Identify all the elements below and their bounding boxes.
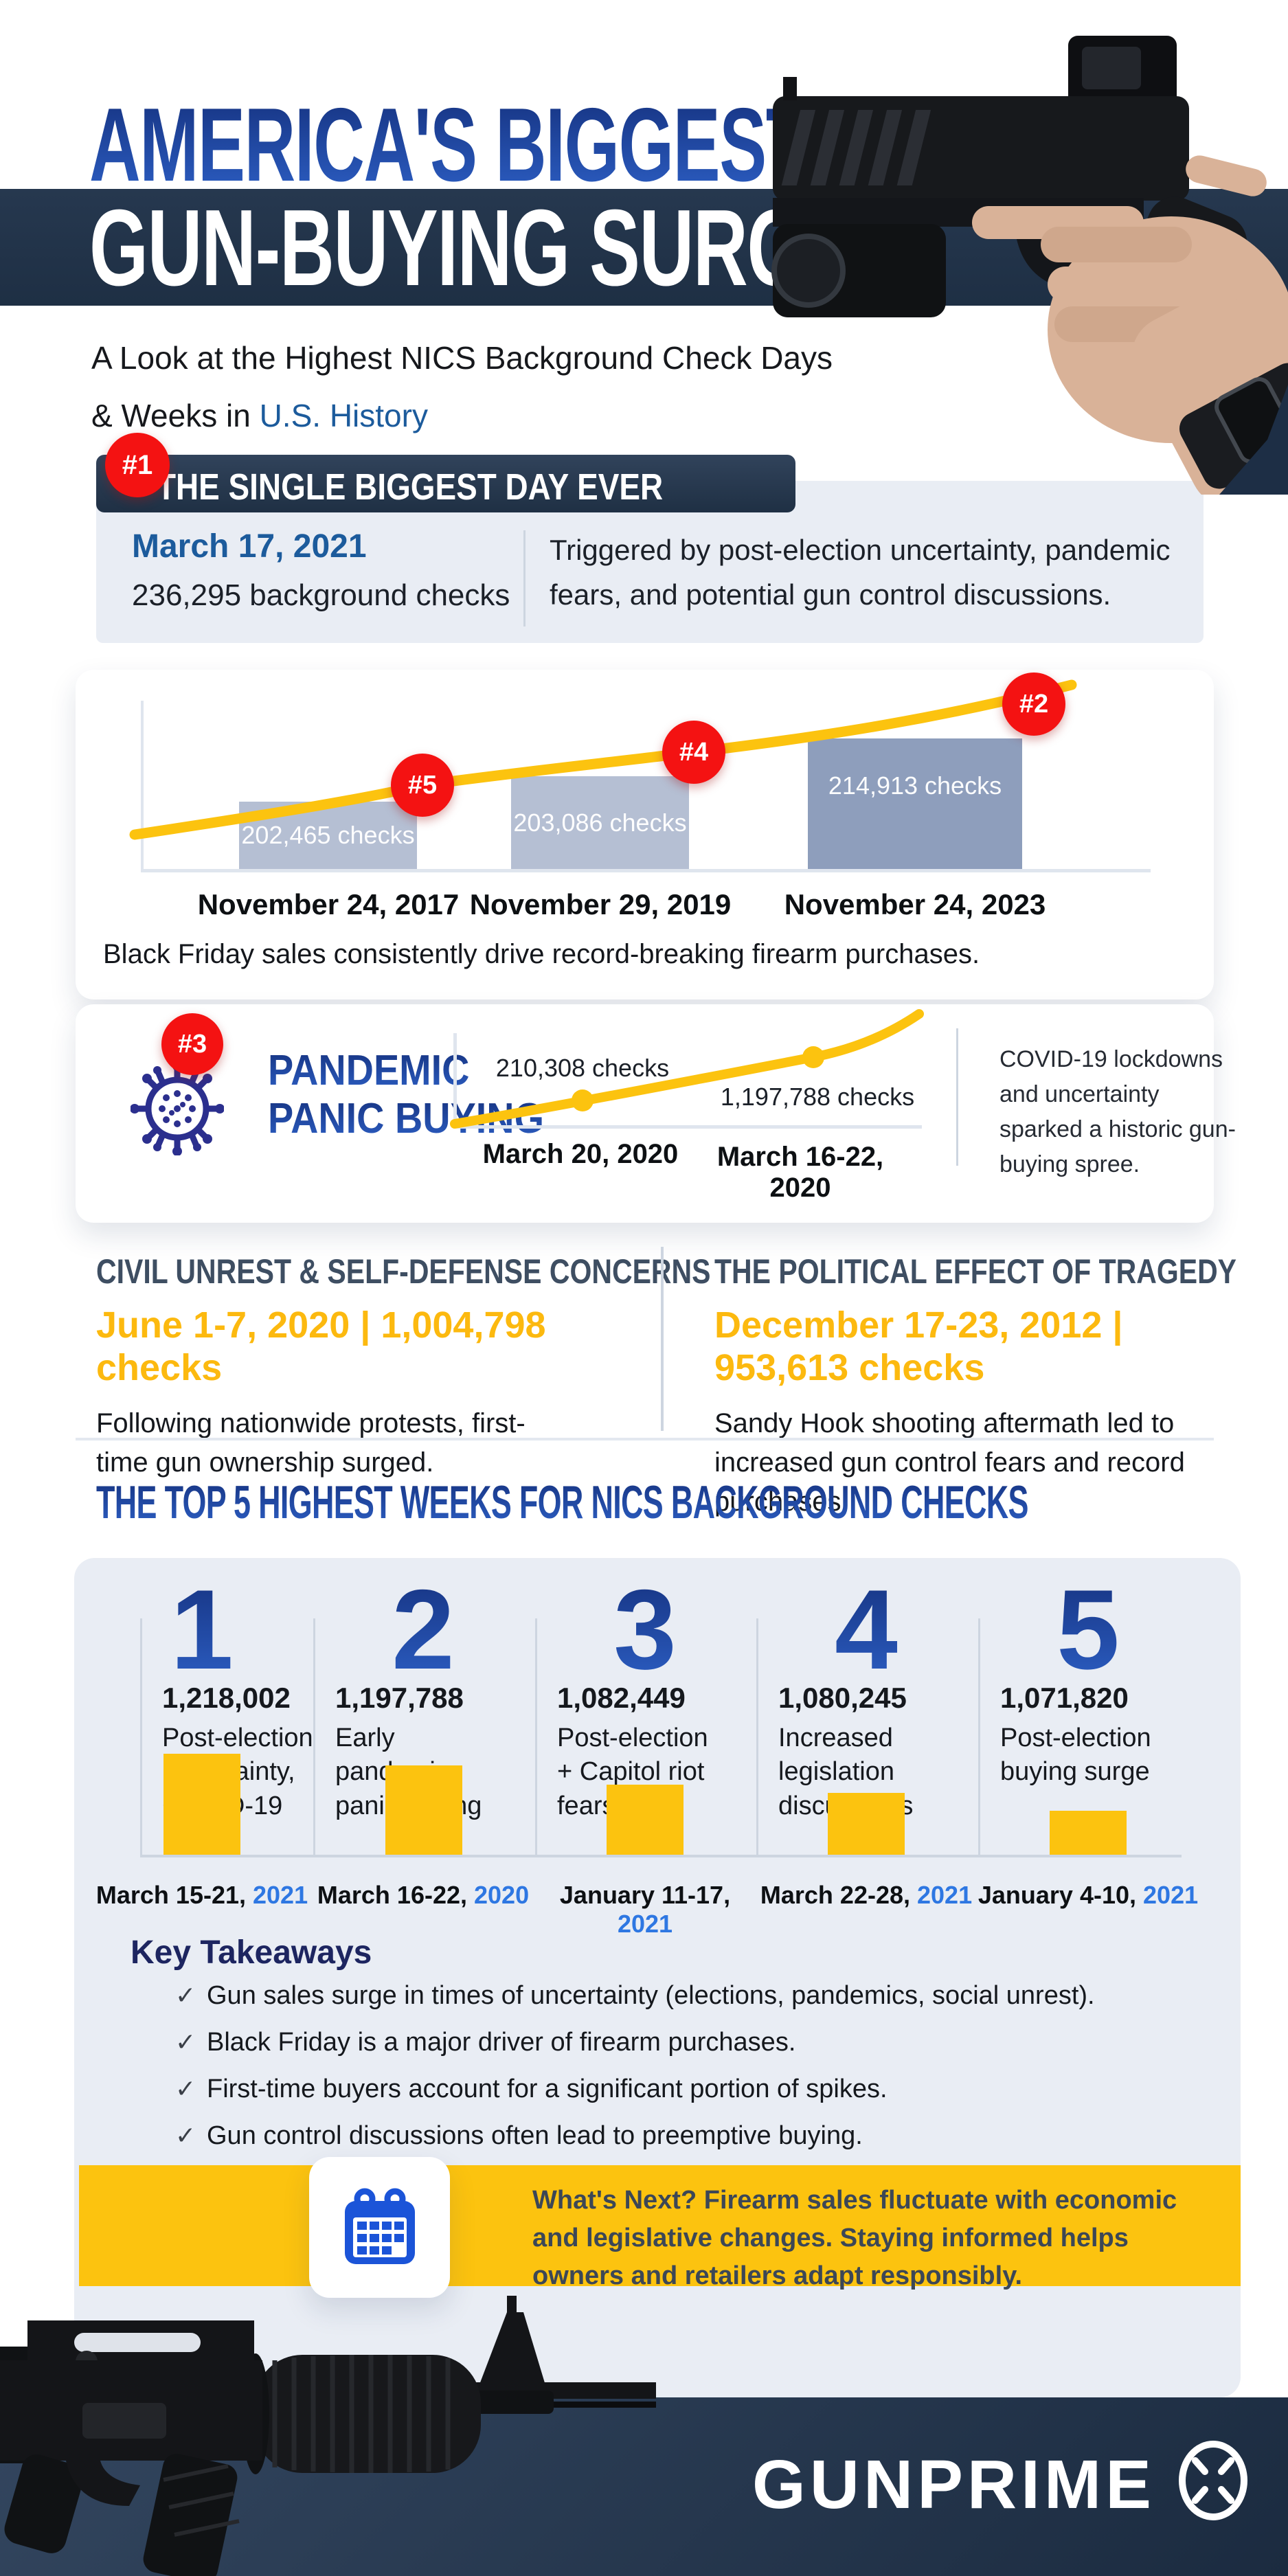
rank-4-badge: #4 — [662, 721, 725, 784]
subtitle-highlight: U.S. History — [259, 397, 428, 433]
top5-date: March 15-21, 2021 — [95, 1881, 308, 1909]
black-friday-card: 202,465 checks 203,086 checks 214,913 ch… — [76, 670, 1214, 999]
top5-label: Post-election + Capitol riot fears — [557, 1724, 708, 1820]
bar-date: November 24, 2017 — [197, 888, 460, 920]
bar-nov-2019: 203,086 checks — [511, 776, 689, 869]
check-icon: ✓ — [175, 2075, 196, 2103]
x-axis — [141, 869, 1151, 872]
point2-label: 1,197,788 checks — [720, 1083, 915, 1111]
top5-bar — [385, 1765, 462, 1855]
pistol-hand-photo — [771, 36, 1288, 495]
single-biggest-day-header-bar — [96, 455, 795, 512]
column-line — [756, 1618, 758, 1855]
takeaway-item: ✓ First-time buyers account for a signif… — [175, 2075, 888, 2103]
check-icon: ✓ — [175, 2028, 196, 2056]
biggest-day-date: March 17, 2021 — [132, 528, 367, 565]
top5-date: January 11-17, 2021 — [559, 1881, 731, 1938]
pandemic-card: #3 PANDEMIC PANIC BUYING 210,308 checks … — [76, 1004, 1236, 1223]
black-friday-caption: Black Friday sales consistently drive re… — [103, 939, 980, 969]
single-biggest-day-heading: THE SINGLE BIGGEST DAY EVER — [157, 466, 664, 508]
top5-label: Increased legislation discussions — [778, 1724, 913, 1820]
bar-value-label: 203,086 checks — [513, 808, 687, 837]
top5-bar — [1050, 1811, 1127, 1855]
rank-1-badge: #1 — [105, 433, 170, 497]
top5-label: Post-election buying surge — [1000, 1724, 1151, 1787]
rank-2-badge: #2 — [1002, 673, 1065, 736]
rank-number: 2 — [392, 1566, 455, 1693]
biggest-day-stat: 236,295 background checks — [132, 578, 510, 612]
rank-number: 5 — [1057, 1566, 1120, 1693]
event-tragedy: THE POLITICAL EFFECT OF TRAGEDY December… — [714, 1252, 1264, 1521]
takeaways-heading: Key Takeaways — [131, 1934, 372, 1971]
column-line — [140, 1618, 142, 1855]
section-divider — [76, 1438, 1214, 1440]
top5-stat: 1,197,788 — [335, 1682, 464, 1714]
bar-value-label: 202,465 checks — [241, 821, 415, 849]
top5-date: March 16-22, 2020 — [317, 1881, 530, 1909]
rank-number: 3 — [613, 1566, 677, 1693]
page-title-line1: AMERICA'S BIGGEST — [89, 87, 809, 203]
top5-bar — [163, 1754, 240, 1855]
takeaway-item: ✓ Gun control discussions often lead to … — [175, 2121, 863, 2150]
whats-next-text: What's Next? Firearm sales fluctuate wit… — [532, 2186, 1177, 2291]
pandemic-trend-line — [450, 1009, 924, 1129]
bar-date: November 24, 2023 — [784, 888, 1046, 920]
biggest-day-description: Triggered by post-election uncertainty, … — [550, 534, 1171, 611]
subtitle-text: A Look at the Highest NICS Background Ch… — [91, 340, 833, 433]
baseline — [140, 1855, 1182, 1857]
top5-stat: 1,218,002 — [162, 1682, 291, 1714]
point2-date: March 16-22, 2020 — [716, 1142, 884, 1203]
bar-date: November 29, 2019 — [469, 888, 732, 920]
rank-5-badge: #5 — [391, 754, 454, 817]
top5-stat: 1,082,449 — [557, 1682, 686, 1714]
y-axis — [141, 701, 144, 870]
top5-bar — [828, 1793, 905, 1855]
event-heading: THE POLITICAL EFFECT OF TRAGEDY — [714, 1252, 1237, 1291]
column-line — [535, 1618, 537, 1855]
biggest-day-divider — [523, 530, 526, 626]
mini-y-axis — [453, 1033, 457, 1127]
pandemic-description: COVID-19 lockdowns and uncertainty spark… — [999, 1046, 1236, 1177]
bar-nov-2023: 214,913 checks — [808, 738, 1022, 869]
rank-number: 1 — [170, 1566, 234, 1693]
page-title-line2: GUN-BUYING SURGES — [89, 188, 905, 308]
top5-bar — [607, 1785, 683, 1855]
brand-logo: GUNPRIME — [752, 2446, 1155, 2523]
point1-label: 210,308 checks — [495, 1054, 670, 1082]
top5-date: January 4-10, 2021 — [978, 1881, 1199, 1909]
subtitle: A Look at the Highest NICS Background Ch… — [91, 330, 833, 444]
top5-heading: THE TOP 5 HIGHEST WEEKS FOR NICS BACKGRO… — [96, 1476, 1028, 1528]
mini-x-axis — [453, 1125, 922, 1129]
takeaway-item: ✓ Black Friday is a major driver of fire… — [175, 2028, 796, 2057]
black-friday-trend-line — [129, 679, 1077, 840]
takeaway-item: ✓ Gun sales surge in times of uncertaint… — [175, 1981, 1095, 2010]
event-body: Following nationwide protests, first-tim… — [96, 1408, 526, 1478]
column-line — [978, 1618, 980, 1855]
rifle-photo — [0, 2296, 656, 2576]
top5-date: March 22-28, 2021 — [760, 1881, 973, 1909]
event-heading: CIVIL UNREST & SELF-DEFENSE CONCERNS — [96, 1252, 711, 1291]
event-highlight: June 1-7, 2020 | 1,004,798 checks — [96, 1304, 546, 1388]
virus-icon — [131, 1062, 224, 1155]
calendar-icon — [344, 2188, 415, 2264]
check-icon: ✓ — [175, 2121, 196, 2149]
event-highlight: December 17-23, 2012 | 953,613 checks — [714, 1304, 1123, 1388]
rank-number: 4 — [835, 1566, 898, 1693]
calendar-card — [309, 2157, 450, 2298]
column-line — [313, 1618, 315, 1855]
events-divider — [661, 1247, 664, 1431]
top5-stat: 1,071,820 — [1000, 1682, 1129, 1714]
event-body: Sandy Hook shooting aftermath led to inc… — [714, 1408, 1185, 1517]
whats-next-banner — [79, 2165, 1241, 2286]
event-civil-unrest: CIVIL UNREST & SELF-DEFENSE CONCERNS Jun… — [96, 1252, 711, 1482]
rank-3-badge: #3 — [161, 1013, 223, 1075]
pandemic-divider — [956, 1028, 958, 1166]
bar-value-label: 214,913 checks — [828, 771, 1002, 800]
crosshair-reticle-icon — [1179, 2441, 1247, 2520]
top5-stat: 1,080,245 — [778, 1682, 907, 1714]
point1-date: March 20, 2020 — [482, 1139, 679, 1169]
check-icon: ✓ — [175, 1981, 196, 2009]
